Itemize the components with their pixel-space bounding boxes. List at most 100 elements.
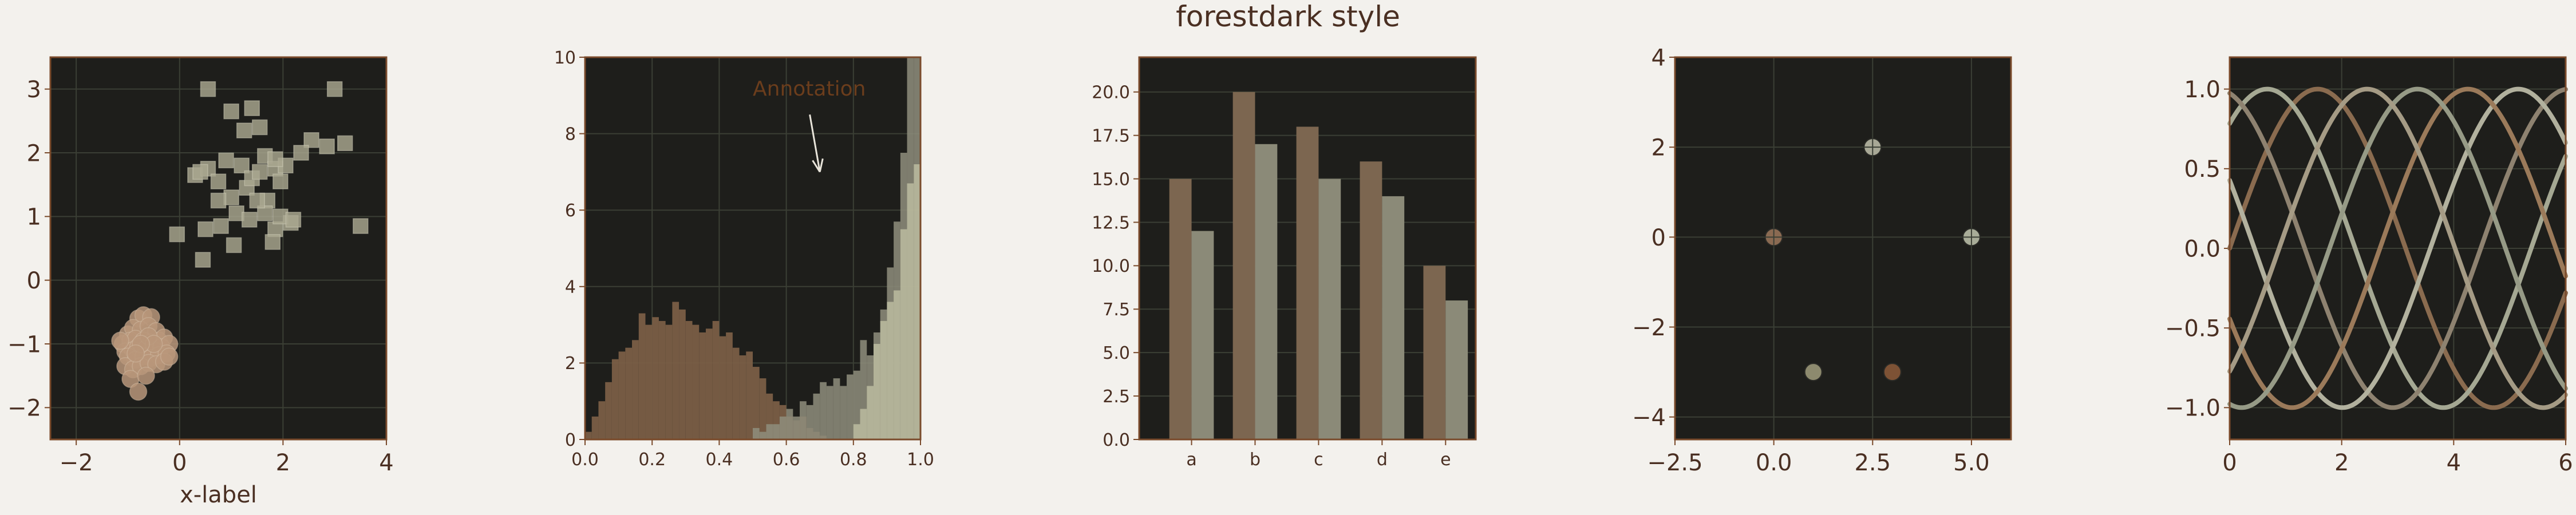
histogram-bar [645, 324, 653, 439]
scatter-point [1883, 363, 1902, 382]
histogram-bar [759, 431, 767, 439]
bar [1318, 179, 1341, 439]
histogram-bar [611, 359, 619, 439]
y-tick-label: −1.0 [2165, 395, 2221, 422]
histogram-bar [759, 378, 767, 439]
y-tick-label: 6 [565, 201, 576, 221]
scatter-point-square [267, 221, 283, 237]
x-tick-label: 0.4 [706, 450, 733, 470]
scatter-point-square [236, 122, 252, 138]
scatter-point-square [213, 218, 229, 234]
y-tick-label: 0.5 [2184, 156, 2221, 183]
x-tick-label: 2 [276, 450, 290, 476]
histogram-bar [652, 317, 659, 439]
bar [1169, 179, 1192, 439]
scatter-point-circle [127, 344, 145, 363]
panel-sine-lines: −1.0 −0.5 0.0 0.5 1.0 0 2 4 6 [2165, 56, 2573, 476]
sine-line [2227, 87, 2568, 410]
y-tick-label: 2 [27, 140, 41, 167]
x-tick-label: d [1377, 450, 1388, 470]
histogram-bar [665, 324, 673, 439]
plot-area [1764, 138, 1981, 382]
x-tick-label: 1.0 [907, 450, 934, 470]
annotation-arrow-head [812, 158, 824, 173]
histogram-bar [753, 367, 760, 439]
histogram-bar [598, 401, 606, 439]
histogram-bar [739, 355, 746, 439]
histogram-bar [585, 431, 592, 439]
scatter-point-square [210, 173, 227, 189]
scatter-point-square [200, 81, 216, 97]
axes-frame [2229, 56, 2567, 441]
y-tick-label: −2 [1632, 315, 1666, 341]
y-tick-label: 3 [27, 77, 41, 103]
scatter-point-square [272, 173, 289, 189]
scatter-point-square [257, 205, 273, 221]
scatter-point-square [226, 237, 242, 253]
sine-line [2227, 86, 2568, 410]
histogram-bar [853, 424, 860, 439]
histogram-bar [638, 313, 646, 439]
histogram-bar [907, 183, 914, 439]
scatter-point-square [264, 234, 281, 250]
histogram-bar [900, 229, 907, 439]
scatter-point-square [241, 212, 258, 228]
histogram-bar [726, 332, 733, 439]
scatter-point-square [353, 218, 369, 234]
y-tick-label: 15.0 [1092, 169, 1130, 189]
sine-line [2227, 86, 2568, 410]
scatter-point-square [223, 189, 239, 205]
x-tick-label: 0.6 [773, 450, 800, 470]
histogram-bar [605, 382, 612, 439]
histogram-bar [806, 405, 813, 439]
tick-labels: 0.0 2.5 5.0 7.5 10.0 12.5 15.0 17.5 20.0 [1092, 83, 1139, 450]
histogram-bar [773, 401, 780, 439]
histogram-bar [672, 302, 679, 439]
scatter-point-square [326, 81, 343, 97]
histogram-bar [914, 164, 920, 439]
histogram-bar [732, 347, 740, 439]
y-tick-label: 5.0 [1103, 343, 1130, 363]
histogram-bar [840, 386, 847, 439]
histogram-bar [887, 302, 894, 439]
y-tick-label: 2 [565, 354, 576, 374]
plot-area [111, 81, 369, 401]
bar [1255, 144, 1278, 439]
histogram-bar [813, 393, 820, 439]
scatter-point-circle [137, 366, 155, 385]
scatter-point-circle [160, 347, 179, 366]
tick-labels: −1.0 −0.5 0.0 0.5 1.0 0 2 4 6 [2165, 77, 2573, 476]
y-tick-label: 10.0 [1092, 256, 1130, 276]
x-tick-label: 2 [2334, 450, 2349, 476]
y-tick-label: 12.5 [1092, 213, 1130, 233]
y-tick-label: 4 [565, 278, 576, 298]
histogram-bar [625, 347, 633, 439]
y-tick-label: 4 [1652, 45, 1666, 71]
panel-scatter-clusters: −2 −1 0 1 2 3 −2 0 2 4 x-label [7, 56, 394, 508]
figure-title: forestdark style [1176, 0, 1400, 33]
histogram-bar [779, 416, 787, 439]
x-tick-label: 0.8 [840, 450, 867, 470]
scatter-point-circle [129, 382, 148, 401]
scatter-point-square [251, 119, 268, 136]
axes-frame [1674, 56, 2012, 441]
scatter-point-circle [111, 331, 129, 350]
histogram-bar [591, 416, 599, 439]
y-tick-label: 20.0 [1092, 83, 1130, 103]
sine-line [2227, 86, 2568, 410]
y-tick-label: 17.5 [1092, 126, 1130, 146]
histogram-bar [753, 427, 760, 439]
histogram-bar [847, 374, 854, 439]
panel-bar-chart: 0.0 2.5 5.0 7.5 10.0 12.5 15.0 17.5 20.0 a b c d e [1092, 56, 1477, 470]
sine-line [2227, 86, 2568, 410]
histogram-bar [773, 424, 780, 439]
histogram-bar [679, 309, 686, 439]
plot-area: Annotation [585, 57, 920, 439]
y-tick-label: 1 [27, 204, 41, 231]
scatter-point-square [337, 135, 353, 152]
histogram-bar [618, 351, 626, 439]
scatter-point-square [195, 252, 211, 268]
histogram-bar [867, 386, 874, 439]
y-tick-label: −4 [1632, 405, 1666, 431]
